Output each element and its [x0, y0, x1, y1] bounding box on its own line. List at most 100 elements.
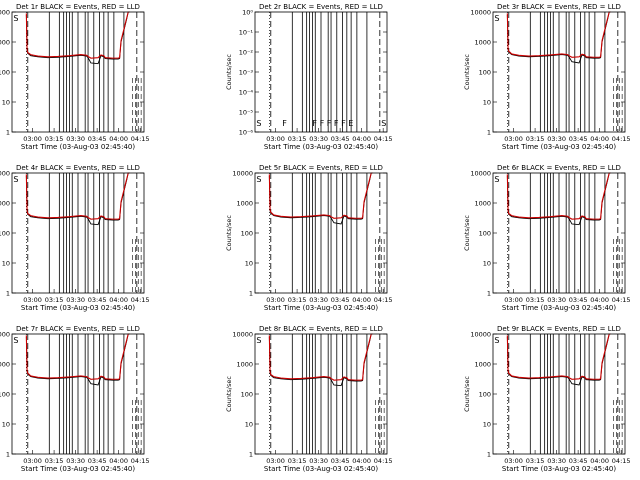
- flag-label: S: [256, 175, 261, 184]
- x-tick-label: 03:45: [331, 135, 350, 143]
- y-tick-label: 10⁻³: [239, 69, 254, 77]
- y-tick-label: 10⁰: [242, 9, 253, 17]
- series-lld-line: [25, 172, 130, 220]
- axis-frame: [492, 11, 626, 133]
- y-tick-label: 10: [2, 99, 10, 107]
- panel-title: Det 7r BLACK = Events, RED = LLD: [16, 325, 140, 333]
- series-events-line: [25, 333, 130, 386]
- axis-frame: [492, 172, 626, 294]
- x-tick-label: 03:00: [23, 135, 42, 143]
- x-tick-label: 03:15: [288, 296, 307, 304]
- flag-label: S: [13, 175, 18, 184]
- x-tick-label: 04:00: [352, 457, 371, 465]
- panel-title: Det 8r BLACK = Events, RED = LLD: [259, 325, 383, 333]
- panel-title: Det 4r BLACK = Events, RED = LLD: [16, 164, 140, 172]
- x-tick-label: 04:00: [109, 296, 128, 304]
- x-tick-label: 04:00: [109, 135, 128, 143]
- panel-det-1: Det 1r BLACK = Events, RED = LLD 1 10 100 10…: [0, 3, 150, 151]
- y-tick-label: 1000: [474, 361, 491, 369]
- x-tick-label: 03:00: [23, 296, 42, 304]
- axis-frame: [254, 333, 388, 455]
- y-tick-label: 1: [487, 129, 491, 137]
- panel-det-3: Det 3r BLACK = Events, RED = LLD 1 10 100 10…: [463, 3, 631, 151]
- x-tick-label: 04:15: [612, 135, 631, 143]
- y-tick-label: 10: [2, 421, 10, 429]
- series-lld-line: [506, 172, 611, 220]
- y-tick-label: 100: [0, 69, 10, 77]
- x-tick-label: 03:45: [88, 135, 107, 143]
- y-tick-label: 10000: [0, 9, 10, 17]
- y-tick-label: 10000: [470, 170, 491, 178]
- x-tick-label: 03:00: [504, 135, 523, 143]
- y-tick-label: 10⁻¹: [239, 29, 254, 37]
- y-tick-label: 100: [0, 230, 10, 238]
- series-lld-line: [25, 11, 130, 59]
- x-tick-label: 04:00: [590, 457, 609, 465]
- flag-label: E: [348, 119, 353, 128]
- y-tick-label: 10⁻⁶: [239, 129, 254, 137]
- x-tick-label: 03:30: [547, 296, 566, 304]
- x-tick-label: 03:45: [331, 457, 350, 465]
- panel-title: Det 2r BLACK = Events, RED = LLD: [259, 3, 383, 11]
- x-tick-label: 03:00: [266, 296, 285, 304]
- x-tick-label: 04:15: [374, 296, 393, 304]
- x-axis-label: Start Time (03-Aug-03 02:45:40): [264, 304, 378, 312]
- x-axis-label: Start Time (03-Aug-03 02:45:40): [264, 465, 378, 473]
- x-tick-label: 03:15: [288, 457, 307, 465]
- y-tick-label: 1000: [0, 39, 10, 47]
- x-axis-label: Start Time (03-Aug-03 02:45:40): [21, 465, 135, 473]
- y-tick-label: 10: [483, 99, 491, 107]
- flag-label: S: [494, 14, 499, 23]
- flag-label: F: [341, 119, 346, 128]
- x-tick-label: 03:00: [266, 457, 285, 465]
- x-axis-label: Start Time (03-Aug-03 02:45:40): [21, 143, 135, 151]
- x-tick-label: 03:45: [88, 296, 107, 304]
- y-tick-label: 1000: [474, 39, 491, 47]
- y-tick-label: 1000: [0, 200, 10, 208]
- x-tick-label: 04:15: [131, 457, 150, 465]
- axis-frame: [492, 333, 626, 455]
- series-events-line: [506, 172, 611, 226]
- x-tick-label: 03:45: [331, 296, 350, 304]
- series-events-line: [25, 172, 130, 226]
- x-tick-label: 04:15: [131, 135, 150, 143]
- panel-title: Det 9r BLACK = Events, RED = LLD: [497, 325, 621, 333]
- y-tick-label: 1: [487, 451, 491, 459]
- x-tick-label: 04:15: [374, 135, 393, 143]
- flag-label: S: [13, 336, 18, 345]
- y-tick-label: 100: [0, 391, 10, 399]
- y-tick-label: 1: [6, 290, 10, 298]
- x-tick-label: 03:00: [504, 457, 523, 465]
- series-lld-line: [268, 172, 373, 219]
- x-tick-label: 04:00: [590, 296, 609, 304]
- series-events-line: [506, 333, 611, 386]
- series-lld-line: [506, 11, 611, 58]
- x-tick-label: 03:30: [547, 135, 566, 143]
- x-tick-label: 03:00: [504, 296, 523, 304]
- x-tick-label: 03:30: [66, 457, 85, 465]
- series-events-line: [268, 172, 373, 225]
- flag-label: S: [256, 119, 261, 128]
- y-tick-label: 1: [249, 290, 253, 298]
- x-tick-label: 03:30: [309, 296, 328, 304]
- y-tick-label: 100: [479, 69, 491, 77]
- series-events-line: [25, 11, 130, 65]
- flag-label: F: [282, 119, 287, 128]
- y-axis-label: Counts/sec: [463, 215, 471, 251]
- axis-frame: [254, 11, 388, 133]
- y-tick-label: 10000: [232, 331, 253, 339]
- x-tick-label: 03:15: [45, 135, 64, 143]
- panel-det-8: Det 8r BLACK = Events, RED = LLD 1 10 100 10…: [225, 325, 393, 473]
- x-tick-label: 03:15: [45, 296, 64, 304]
- x-tick-label: 03:15: [526, 296, 545, 304]
- x-tick-label: 03:00: [23, 457, 42, 465]
- x-tick-label: 04:15: [374, 457, 393, 465]
- flag-label: F: [334, 119, 339, 128]
- y-axis-label: Counts/sec: [225, 376, 233, 412]
- y-axis-label: Counts/sec: [225, 54, 233, 90]
- x-tick-label: 03:15: [526, 457, 545, 465]
- x-tick-label: 03:15: [45, 457, 64, 465]
- x-tick-label: 03:45: [88, 457, 107, 465]
- y-tick-label: 10⁻⁴: [239, 89, 254, 97]
- y-tick-label: 10⁻²: [239, 49, 254, 57]
